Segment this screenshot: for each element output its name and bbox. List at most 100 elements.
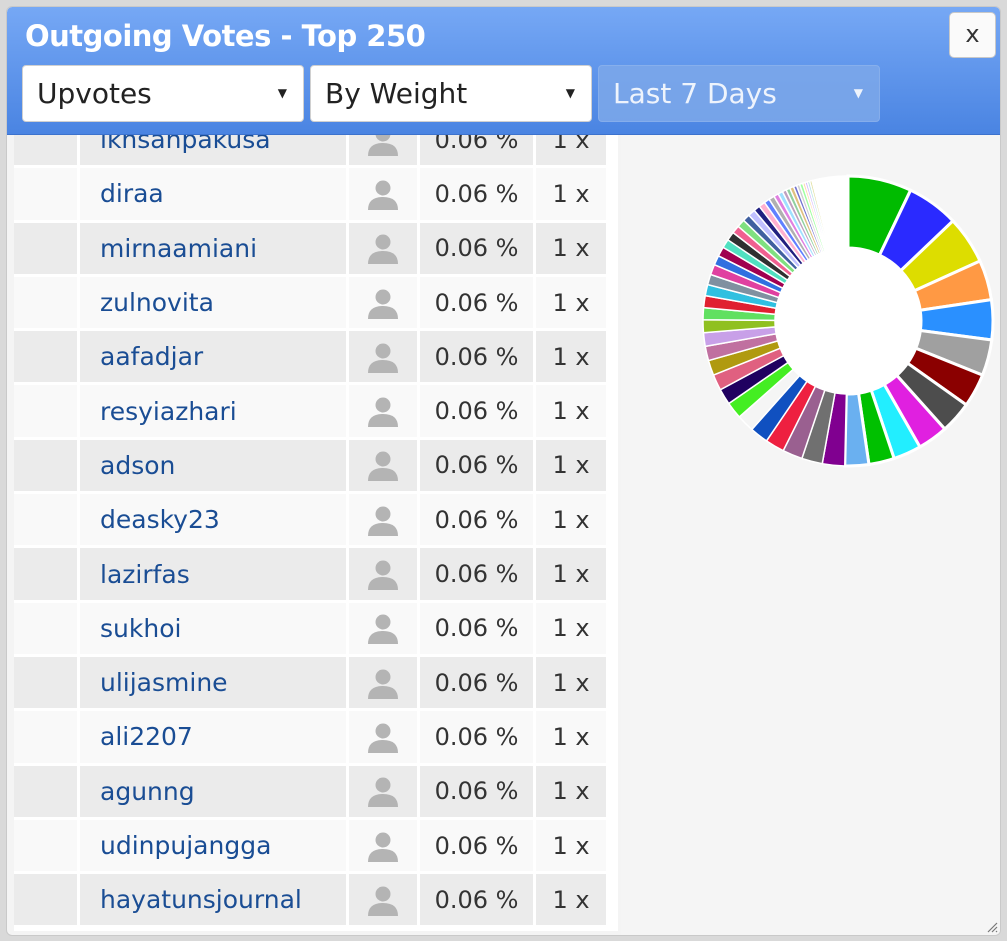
vote-count: 1 x [536,874,606,926]
user-silhouette-icon [349,765,420,817]
user-silhouette-icon [349,819,420,872]
account-link[interactable]: sukhoi [80,602,349,654]
vote-count: 1 x [536,135,606,166]
rank-cell [14,765,80,817]
caret-down-icon: ▼ [277,86,287,100]
votes-donut-chart [702,174,995,468]
user-silhouette-icon [349,331,420,383]
rank-cell [14,711,80,763]
account-link[interactable]: udinpujangga [80,819,349,872]
user-silhouette-icon [349,656,420,709]
vote-count: 1 x [536,385,606,437]
vote-weight-percent: 0.06 % [420,711,536,763]
user-silhouette-icon [349,135,420,166]
account-link[interactable]: lazirfas [80,548,349,600]
vote-weight-percent: 0.06 % [420,439,536,492]
vote-count: 1 x [536,439,606,492]
vote-count: 1 x [536,494,606,546]
table-row: zulnovita 0.06 % 1 x [14,276,618,332]
rank-cell [14,168,80,220]
caret-down-icon: ▼ [565,86,575,100]
vote-count: 1 x [536,711,606,763]
vote-count: 1 x [536,548,606,600]
table-row: aafadjar 0.06 % 1 x [14,331,618,386]
account-link[interactable]: ikhsanpakusa [80,135,349,166]
table-row: hayatunsjournal 0.06 % 1 x [14,874,618,929]
account-link[interactable]: diraa [80,168,349,220]
outgoing-votes-dialog: Outgoing Votes - Top 250 x Upvotes ▼ By … [6,6,1001,936]
dialog-title: Outgoing Votes - Top 250 [25,19,426,53]
vote-weight-percent: 0.06 % [420,656,536,709]
table-row: resyiazhari 0.06 % 1 x [14,385,618,440]
user-silhouette-icon [349,711,420,763]
vote-count: 1 x [536,656,606,709]
account-link[interactable]: deasky23 [80,494,349,546]
vote-weight-percent: 0.06 % [420,331,536,383]
vote-weight-percent: 0.06 % [420,135,536,166]
period-select: Last 7 Days ▼ [598,65,880,122]
resize-handle-icon[interactable] [986,921,998,933]
vote-type-value: Upvotes [37,77,152,110]
vote-count: 1 x [536,276,606,329]
user-silhouette-icon [349,276,420,329]
account-link[interactable]: mirnaamiani [80,222,349,274]
account-link[interactable]: hayatunsjournal [80,874,349,926]
vote-weight-percent: 0.06 % [420,276,536,329]
account-link[interactable]: aafadjar [80,331,349,383]
rank-cell [14,548,80,600]
table-row: lazirfas 0.06 % 1 x [14,548,618,603]
user-silhouette-icon [349,874,420,926]
vote-weight-percent: 0.06 % [420,168,536,220]
vote-count: 1 x [536,602,606,654]
vote-weight-percent: 0.06 % [420,874,536,926]
account-link[interactable]: adson [80,439,349,492]
rank-cell [14,276,80,329]
rank-cell [14,331,80,383]
rank-cell [14,385,80,437]
table-row: ali2207 0.06 % 1 x [14,711,618,766]
table-row: sukhoi 0.06 % 1 x [14,602,618,657]
close-button[interactable]: x [949,12,996,58]
user-silhouette-icon [349,222,420,274]
caret-down-icon: ▼ [853,86,863,100]
period-value: Last 7 Days [613,77,777,110]
table-row: ulijasmine 0.06 % 1 x [14,656,618,712]
rank-cell [14,656,80,709]
account-link[interactable]: resyiazhari [80,385,349,437]
table-row: adson 0.06 % 1 x [14,439,618,495]
sort-select[interactable]: By Weight ▼ [310,65,592,122]
vote-type-select[interactable]: Upvotes ▼ [22,65,304,122]
rank-cell [14,602,80,654]
vote-count: 1 x [536,222,606,274]
account-link[interactable]: agunng [80,765,349,817]
user-silhouette-icon [349,548,420,600]
votes-table[interactable]: ikhsanpakusa 0.06 % 1 x diraa 0.06 % 1 x mirna… [14,135,618,931]
vote-weight-percent: 0.06 % [420,602,536,654]
account-link[interactable]: ali2207 [80,711,349,763]
chart-area [621,135,1000,935]
rank-cell [14,135,80,166]
vote-weight-percent: 0.06 % [420,494,536,546]
user-silhouette-icon [349,168,420,220]
rank-cell [14,874,80,926]
rank-cell [14,494,80,546]
table-row: udinpujangga 0.06 % 1 x [14,819,618,875]
user-silhouette-icon [349,439,420,492]
donut-hole [775,248,921,394]
account-link[interactable]: ulijasmine [80,656,349,709]
rank-cell [14,819,80,872]
vote-weight-percent: 0.06 % [420,819,536,872]
table-row: ikhsanpakusa 0.06 % 1 x [14,135,618,169]
user-silhouette-icon [349,602,420,654]
account-link[interactable]: zulnovita [80,276,349,329]
sort-value: By Weight [325,77,468,110]
vote-count: 1 x [536,168,606,220]
table-row: deasky23 0.06 % 1 x [14,494,618,549]
rank-cell [14,439,80,492]
rank-cell [14,222,80,274]
vote-count: 1 x [536,819,606,872]
table-row: mirnaamiani 0.06 % 1 x [14,222,618,277]
votes-table-body: ikhsanpakusa 0.06 % 1 x diraa 0.06 % 1 x mirna… [14,135,618,929]
vote-weight-percent: 0.06 % [420,765,536,817]
vote-count: 1 x [536,765,606,817]
